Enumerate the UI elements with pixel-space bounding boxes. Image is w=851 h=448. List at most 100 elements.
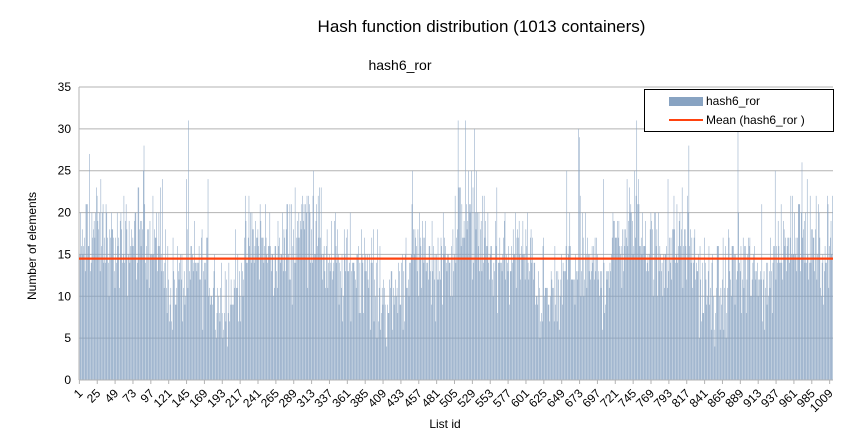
bar [527, 262, 529, 380]
bar [407, 279, 409, 380]
bar [828, 287, 830, 380]
bar [661, 271, 662, 380]
bar [518, 220, 520, 380]
bar [230, 279, 232, 380]
bar [287, 204, 288, 380]
bar [721, 304, 722, 380]
bar [113, 237, 114, 380]
bar [171, 321, 172, 380]
bar [752, 262, 754, 380]
bar [236, 287, 237, 380]
bar [630, 204, 632, 380]
legend-label-mean: Mean (hash6_ror ) [706, 113, 805, 127]
bar [390, 271, 392, 380]
bar [684, 229, 686, 380]
bar [553, 321, 555, 380]
bar [456, 237, 457, 380]
bar [247, 237, 249, 380]
bar [247, 262, 248, 380]
bar [479, 271, 480, 380]
bar [763, 271, 765, 380]
bar [747, 254, 748, 380]
bar [329, 271, 331, 380]
bar [402, 254, 403, 380]
bar [357, 254, 358, 380]
bar [830, 237, 831, 380]
bar [358, 246, 359, 380]
bar [144, 204, 146, 380]
bar [385, 338, 387, 380]
bar [719, 296, 720, 380]
bar [707, 296, 708, 380]
bar [102, 212, 103, 380]
bar [323, 246, 325, 380]
bar [320, 187, 322, 380]
x-tick-label: 1 [71, 386, 86, 401]
bar [710, 287, 711, 380]
bar [699, 246, 701, 380]
bar [658, 271, 660, 380]
bar [291, 204, 292, 380]
bar [335, 246, 337, 380]
bar [138, 187, 140, 380]
bar [533, 262, 535, 380]
bar [108, 262, 109, 380]
bar [576, 279, 578, 380]
bar [152, 195, 154, 380]
bar [581, 271, 582, 380]
bar [448, 254, 449, 380]
bar [598, 271, 600, 380]
bar [145, 262, 146, 380]
bar [587, 237, 588, 380]
bar [571, 279, 573, 380]
bar [579, 195, 581, 380]
bar [776, 246, 777, 380]
bar [175, 304, 177, 380]
bar [651, 220, 652, 380]
bar [623, 229, 625, 380]
bar [223, 329, 224, 380]
bar [434, 279, 435, 380]
bar [379, 246, 381, 380]
bar [240, 321, 242, 380]
bar [540, 321, 542, 380]
bar [96, 195, 98, 380]
bar [652, 296, 654, 380]
bar [319, 187, 320, 380]
bar [173, 271, 175, 380]
bar [273, 296, 274, 380]
bar [524, 254, 525, 380]
bar [344, 254, 346, 380]
bar [422, 237, 424, 380]
bar [111, 212, 112, 380]
bar [652, 229, 653, 380]
bar [519, 254, 521, 380]
bar [561, 254, 562, 380]
bar [313, 170, 314, 380]
bar [549, 321, 550, 380]
bar [372, 262, 373, 380]
bar [230, 304, 231, 380]
bar [251, 212, 253, 380]
bar [311, 229, 312, 380]
legend-swatch-line [669, 119, 703, 121]
bar [119, 287, 120, 380]
bar [631, 212, 632, 380]
bar [121, 229, 122, 380]
bar [620, 246, 622, 380]
bar [176, 287, 178, 380]
bar [808, 279, 809, 380]
bar [537, 304, 539, 380]
bar [670, 237, 672, 380]
bar [823, 304, 824, 380]
bar [783, 229, 785, 380]
bar [612, 212, 614, 380]
bar [360, 313, 361, 380]
bar [687, 212, 689, 380]
bar [792, 195, 793, 380]
bar [140, 220, 141, 380]
bar [667, 179, 669, 380]
bar [423, 262, 425, 380]
bar [662, 296, 664, 380]
bar [523, 254, 524, 380]
